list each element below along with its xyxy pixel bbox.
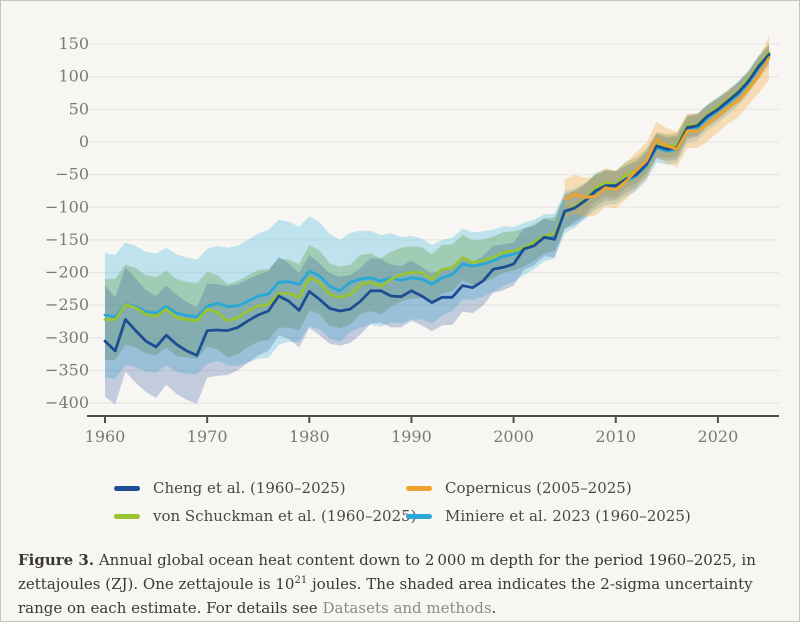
y-axis-tick-label: −350	[45, 360, 89, 379]
series-line-cheng	[103, 53, 771, 357]
x-axis-tick-label: 2020	[698, 427, 739, 446]
legend-swatch-copernicus	[406, 485, 432, 491]
figure-caption-text-3: .	[491, 599, 497, 617]
x-axis-tick-label: 1970	[187, 427, 228, 446]
series-line-schuckman	[103, 51, 771, 323]
x-axis-tick-label: 1990	[391, 427, 432, 446]
y-axis-tick-label: −400	[45, 393, 89, 412]
x-axis-tick-label: 1960	[85, 427, 126, 446]
series-line-copernicus	[563, 56, 771, 201]
x-axis-tick-label: 2000	[493, 427, 534, 446]
y-axis-tick-label: −200	[45, 263, 89, 282]
legend-label-cheng: Cheng et al. (1960–2025)	[153, 479, 346, 497]
uncertainty-band-copernicus	[564, 35, 769, 219]
figure-caption: Figure 3. Annual global ocean heat conte…	[18, 548, 786, 620]
legend-item-miniere: Miniere et al. 2023 (1960–2025)	[406, 506, 691, 526]
figure-caption-text-2: joules. The shaded area indicates the 2-…	[18, 575, 753, 617]
legend-item-copernicus: Copernicus (2005–2025)	[406, 478, 691, 498]
legend-label-schuckman: von Schuckman et al. (1960–2025)	[153, 507, 417, 525]
x-axis-tick-label: 1980	[289, 427, 330, 446]
y-axis-tick-label: −150	[45, 230, 89, 249]
legend-item-schuckman: von Schuckman et al. (1960–2025)	[114, 506, 417, 526]
legend-label-miniere: Miniere et al. 2023 (1960–2025)	[445, 507, 691, 525]
uncertainty-band-schuckman	[105, 43, 769, 361]
uncertainty-band-miniere	[105, 45, 769, 379]
y-axis-tick-label: −250	[45, 295, 89, 314]
datasets-and-methods-link[interactable]: Datasets and methods	[322, 599, 492, 617]
y-axis-tick-label: 50	[69, 99, 89, 118]
x-axis-tick-label: 2010	[595, 427, 636, 446]
y-axis-tick-label: −300	[45, 328, 89, 347]
y-axis-tick-label: 150	[58, 34, 89, 53]
legend-item-cheng: Cheng et al. (1960–2025)	[114, 478, 406, 498]
figure-caption-label: Figure 3.	[18, 551, 95, 569]
legend-label-copernicus: Copernicus (2005–2025)	[445, 479, 632, 497]
chart-legend: Cheng et al. (1960–2025) Copernicus (200…	[114, 478, 691, 526]
y-axis-tick-label: 0	[79, 132, 89, 151]
uncertainty-band-cheng	[105, 45, 769, 405]
y-axis-tick-label: 100	[58, 67, 89, 86]
y-axis-tick-label: −100	[45, 197, 89, 216]
legend-swatch-cheng	[114, 485, 140, 491]
figure-caption-text-1: Annual global ocean heat content down to…	[18, 551, 756, 593]
series-line-miniere	[103, 54, 771, 319]
y-axis-tick-label: −50	[55, 165, 89, 184]
figure-caption-superscript: 21	[294, 575, 308, 586]
legend-swatch-miniere	[406, 513, 432, 519]
ohc-chart: 150 100 50 0 −50 −100 −150 −200 −250 −300 −350 −400…	[45, 34, 779, 446]
legend-swatch-schuckman	[114, 513, 140, 519]
